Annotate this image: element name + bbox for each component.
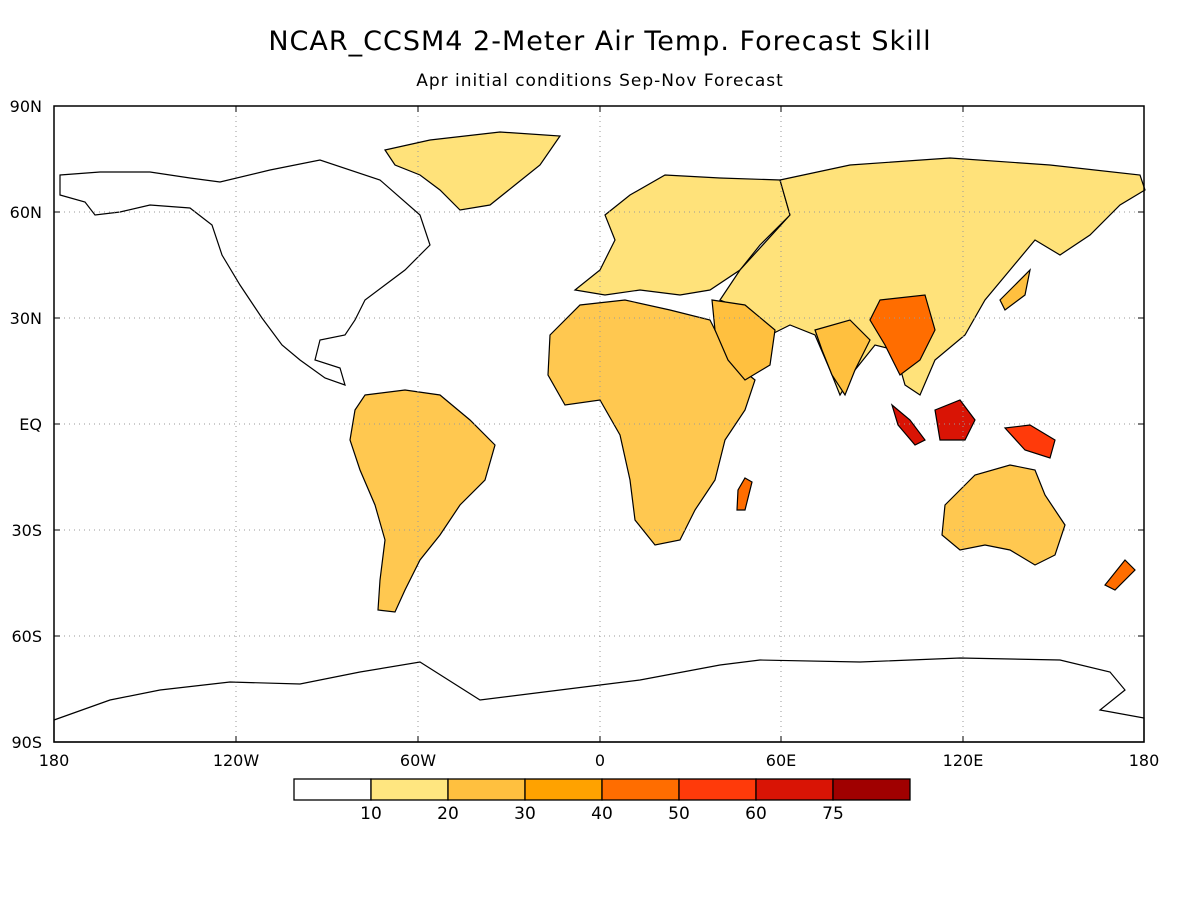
map-grid	[54, 106, 1144, 742]
lat-label: 30S	[11, 521, 42, 540]
colorbar-swatch	[678, 778, 757, 801]
australia	[941, 464, 1066, 566]
colorbar-label: 60	[745, 804, 767, 824]
southeast-asia	[869, 294, 936, 376]
colorbar-label: 20	[437, 804, 459, 824]
lon-label: 120E	[943, 751, 984, 770]
new-guinea	[1003, 424, 1056, 459]
lat-labels: 90N 60N 30N EQ 30S 60S 90S	[10, 97, 42, 752]
japan	[999, 268, 1031, 311]
lon-label: 120W	[213, 751, 260, 770]
arabia	[711, 299, 776, 381]
colorbar-swatch	[370, 778, 449, 801]
north-america	[59, 159, 431, 386]
sumatra	[890, 403, 926, 446]
madagascar	[736, 477, 753, 511]
lon-label: 60W	[400, 751, 436, 770]
colorbar: 10 20 30 40 50 60 75	[293, 778, 911, 824]
colorbar-swatch	[293, 778, 372, 801]
lat-label: EQ	[19, 415, 42, 434]
axis-ticks	[54, 105, 1144, 742]
map-title: NCAR_CCSM4 2-Meter Air Temp. Forecast Sk…	[268, 26, 932, 57]
colorbar-label: 75	[822, 804, 844, 824]
new-zealand	[1104, 559, 1136, 591]
colorbar-label: 50	[668, 804, 690, 824]
greenland	[384, 131, 562, 211]
lon-label: 60E	[766, 751, 796, 770]
antarctica	[53, 657, 1145, 743]
lon-label: 180	[39, 751, 70, 770]
colorbar-swatch	[601, 778, 680, 801]
colorbar-label: 30	[514, 804, 536, 824]
lat-label: 30N	[10, 309, 42, 328]
map-subtitle: Apr initial conditions Sep-Nov Forecast	[416, 71, 784, 91]
lat-label: 60S	[11, 627, 42, 646]
lon-label: 180	[1129, 751, 1160, 770]
india	[814, 319, 871, 397]
colorbar-swatch	[524, 778, 603, 801]
colorbar-swatch	[832, 778, 911, 801]
lat-label: 90S	[11, 733, 42, 752]
lon-labels: 180 120W 60W 0 60E 120E 180	[39, 751, 1160, 770]
lat-label: 90N	[10, 97, 42, 116]
lat-label: 60N	[10, 203, 42, 222]
south-america	[349, 389, 496, 613]
borneo	[934, 399, 976, 441]
colorbar-label: 10	[360, 804, 382, 824]
lon-label: 0	[595, 751, 605, 770]
colorbar-swatch	[447, 778, 526, 801]
colorbar-label: 40	[591, 804, 613, 824]
colorbar-swatch	[755, 778, 834, 801]
